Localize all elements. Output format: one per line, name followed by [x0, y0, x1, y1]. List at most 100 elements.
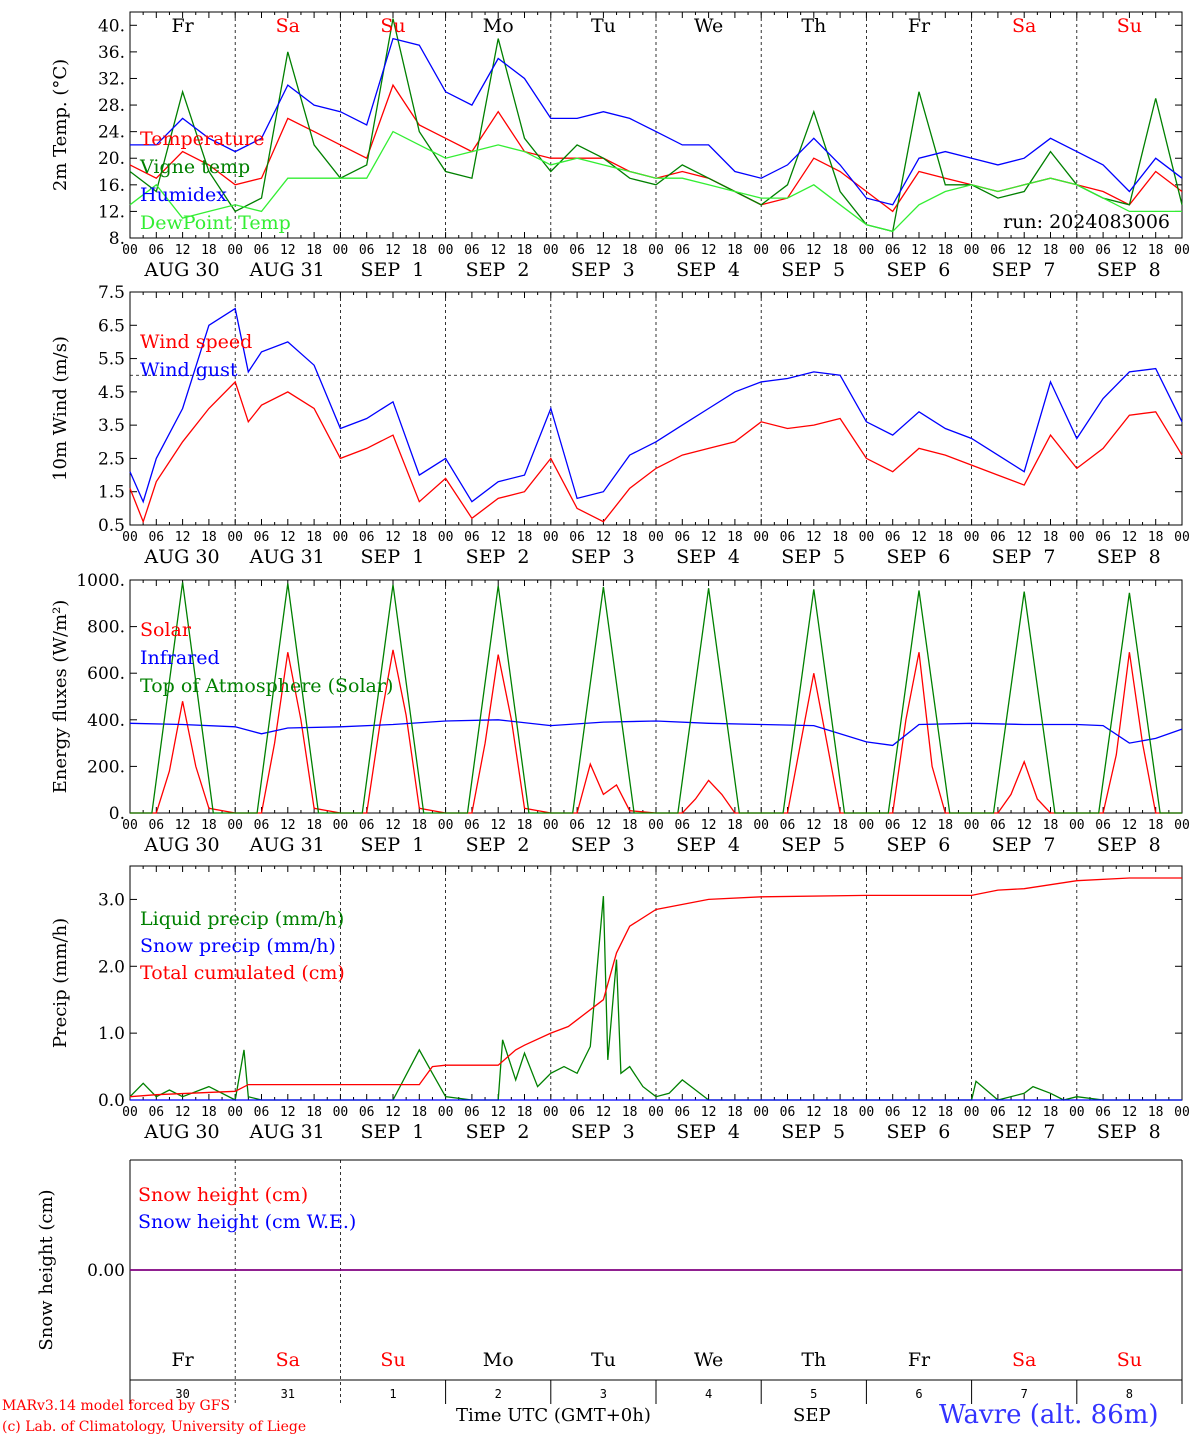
date-label: AUG 30: [143, 259, 219, 281]
y-tick-label: 2.5: [98, 449, 125, 469]
hour-label: 18: [306, 530, 322, 545]
hour-label: 12: [596, 818, 612, 833]
date-label: SEP 1: [360, 259, 424, 281]
hour-label: 18: [201, 818, 217, 833]
hour-label: 00: [1174, 818, 1190, 833]
date-label: SEP 1: [360, 546, 424, 568]
hour-label: 18: [1043, 1105, 1059, 1120]
hour-label: 18: [517, 530, 533, 545]
weekday-label: Sa: [276, 15, 300, 37]
date-label: AUG 31: [249, 259, 325, 281]
hour-label: 00: [122, 1105, 138, 1120]
hour-label: 00: [122, 530, 138, 545]
footer-time-axis: Time UTC (GMT+0h): [456, 1405, 651, 1426]
date-label: SEP 8: [1097, 834, 1161, 856]
panel-5: [129, 1159, 1183, 1404]
hour-label: 00: [438, 1105, 454, 1120]
weekday-label: We: [694, 15, 723, 37]
hour-label: 06: [569, 818, 585, 833]
hour-label: 00: [1069, 818, 1085, 833]
series-line: [129, 380, 1183, 524]
hour-label: 06: [990, 1105, 1006, 1120]
hour-label: 06: [1095, 818, 1111, 833]
weekday-label: We: [694, 1349, 723, 1371]
run-label: run: 2024083006: [1003, 211, 1170, 233]
hour-label: 00: [648, 1105, 664, 1120]
hour-label: 00: [753, 243, 769, 258]
hour-label: 12: [701, 818, 717, 833]
date-label: AUG 31: [249, 546, 325, 568]
y-tick-label: 400.: [87, 711, 125, 731]
y-tick-label: 24.: [98, 123, 125, 143]
hour-label: 12: [1016, 818, 1032, 833]
y-tick-label: 600.: [87, 664, 125, 684]
hour-label: 00: [122, 243, 138, 258]
hour-label: 00: [227, 243, 243, 258]
hour-label: 12: [175, 818, 191, 833]
hour-label: 18: [306, 243, 322, 258]
hour-label: 18: [1148, 818, 1164, 833]
y-tick-label: 7.5: [98, 283, 125, 303]
hour-label: 00: [859, 818, 875, 833]
hour-label: 18: [727, 530, 743, 545]
hour-label: 00: [964, 818, 980, 833]
weekday-label: Su: [1117, 15, 1142, 37]
hour-label: 00: [964, 530, 980, 545]
series-line: [130, 582, 1182, 814]
hour-label: 00: [753, 530, 769, 545]
hour-label: 00: [333, 530, 349, 545]
hour-label: 18: [1043, 818, 1059, 833]
hour-label: 00: [543, 818, 559, 833]
hour-label: 06: [254, 530, 270, 545]
hour-label: 12: [1122, 818, 1138, 833]
date-label: SEP 3: [571, 1121, 635, 1143]
hour-label: 18: [411, 818, 427, 833]
hour-label: 12: [175, 243, 191, 258]
hour-label: 12: [175, 1105, 191, 1120]
hour-label: 18: [411, 530, 427, 545]
date-label: AUG 31: [249, 834, 325, 856]
hour-label: 12: [385, 243, 401, 258]
weekday-label: Mo: [483, 1349, 514, 1371]
hour-label: 00: [227, 1105, 243, 1120]
hour-label: 06: [1095, 530, 1111, 545]
hour-label: 06: [569, 530, 585, 545]
hour-label: 12: [806, 818, 822, 833]
hour-label: 06: [569, 243, 585, 258]
legend-entry: Temperature: [140, 128, 264, 150]
series-line: [130, 37, 1183, 206]
hour-label: 00: [1174, 1105, 1190, 1120]
hour-label: 12: [1016, 243, 1032, 258]
hour-label: 18: [622, 1105, 638, 1120]
hour-label: 06: [885, 1105, 901, 1120]
hour-label: 18: [832, 818, 848, 833]
date-label: AUG 30: [143, 546, 219, 568]
y-tick-label: 8.: [109, 229, 125, 249]
hour-label: 00: [648, 818, 664, 833]
hour-label: 18: [1148, 243, 1164, 258]
day-number: 2: [495, 1387, 502, 1401]
hour-label: 00: [1174, 243, 1190, 258]
hour-label: 12: [385, 530, 401, 545]
date-label: SEP 3: [571, 259, 635, 281]
hour-label: 12: [701, 243, 717, 258]
hour-label: 18: [622, 530, 638, 545]
date-label: SEP 8: [1097, 259, 1161, 281]
weekday-label: Sa: [1012, 15, 1036, 37]
date-label: SEP 6: [886, 259, 950, 281]
y-axis-title: 10m Wind (m/s): [50, 336, 71, 481]
legend-entry: Wind gust: [140, 359, 238, 381]
hour-label: 06: [148, 530, 164, 545]
date-label: SEP 5: [781, 1121, 845, 1143]
hour-label: 00: [438, 243, 454, 258]
day-number: 7: [1021, 1387, 1028, 1401]
footer-month: SEP: [793, 1405, 831, 1426]
hour-label: 18: [622, 243, 638, 258]
hour-label: 06: [359, 530, 375, 545]
hour-label: 12: [490, 818, 506, 833]
panel-3: [129, 579, 1183, 814]
hour-label: 18: [1043, 530, 1059, 545]
hour-label: 12: [1122, 243, 1138, 258]
hour-label: 00: [648, 243, 664, 258]
hour-label: 00: [543, 243, 559, 258]
